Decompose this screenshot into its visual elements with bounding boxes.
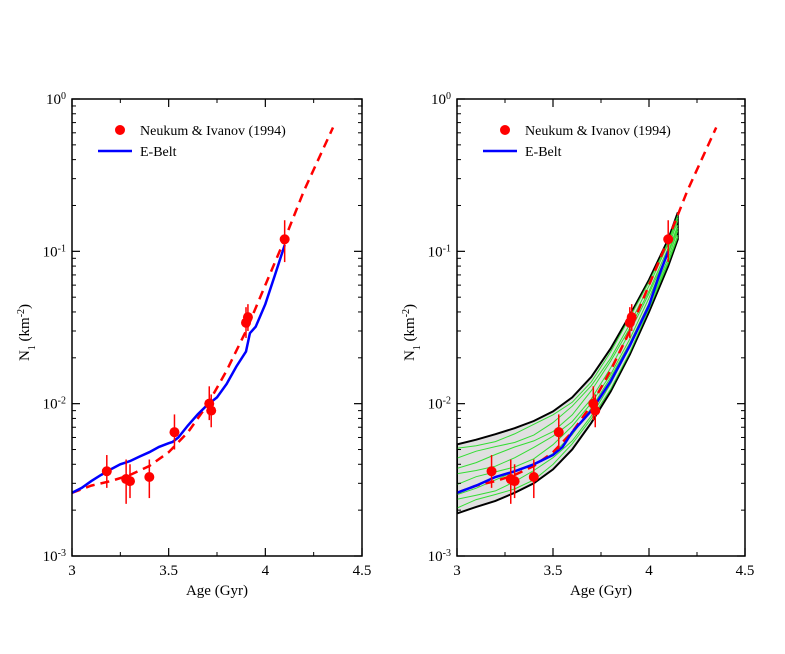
data-marker [509, 476, 520, 487]
e-belt-line [457, 250, 670, 494]
data-point [509, 464, 520, 499]
y-tick-label: 10-3 [428, 548, 451, 566]
x-tick-label: 4.5 [353, 563, 372, 579]
x-tick-label: 3 [453, 563, 461, 579]
data-point [528, 459, 539, 499]
data-point [101, 455, 112, 488]
model-curve [457, 217, 679, 459]
data-marker [626, 312, 637, 323]
left-panel: 3 3.5 4 4.5 10-3 10-2 10-1 100 Age (Gyr) N1 (km-2… [16, 91, 372, 600]
data-marker [101, 466, 112, 477]
legend: Neukum & Ivanov (1994) E-Belt [98, 124, 286, 160]
y-tick-label: 10-1 [43, 243, 66, 261]
legend-marker [500, 125, 510, 135]
data-marker [242, 312, 253, 323]
data-marker [206, 405, 217, 416]
y-axis-label: N1 (km-2) [16, 304, 38, 361]
x-tick-label: 4 [645, 563, 653, 579]
x-tick-label: 4.5 [736, 563, 755, 579]
model-curve [457, 225, 679, 475]
data-point [125, 464, 135, 499]
x-tick-label: 3.5 [544, 563, 563, 579]
x-tick-label: 3 [68, 563, 76, 579]
data-point [553, 414, 564, 450]
legend-label: E-Belt [140, 145, 177, 160]
legend-marker [115, 125, 125, 135]
axes-frame [71, 98, 363, 557]
data-marker [553, 427, 564, 438]
x-tick-label: 4 [262, 563, 270, 579]
right-panel: 3 3.5 4 4.5 10-3 10-2 10-1 100 Age (Gyr) N1 (km-2… [401, 91, 755, 600]
data-point [279, 220, 290, 263]
data-marker [663, 234, 674, 245]
plot-area [457, 126, 718, 515]
data-point [169, 414, 180, 450]
x-axis-label: Age (Gyr) [186, 583, 248, 599]
y-tick-label: 10-3 [43, 548, 66, 566]
data-marker [169, 427, 180, 438]
y-tick-label: 10-2 [43, 395, 66, 413]
data-marker [125, 476, 135, 487]
y-tick-label: 100 [46, 91, 66, 109]
data-point [206, 394, 217, 428]
neukum-fit-line [72, 126, 335, 494]
data-marker [590, 405, 601, 416]
data-marker [144, 472, 155, 483]
data-marker [486, 466, 497, 477]
legend-label: E-Belt [525, 145, 562, 160]
legend-label: Neukum & Ivanov (1994) [140, 124, 286, 139]
data-point [144, 459, 155, 499]
uncertainty-envelope [457, 212, 679, 515]
y-tick-label: 100 [431, 91, 451, 109]
data-marker [528, 472, 539, 483]
y-axis-label: N1 (km-2) [401, 304, 423, 361]
data-point [626, 304, 637, 331]
y-tick-label: 10-2 [428, 395, 451, 413]
model-curve [457, 220, 679, 469]
plot-area [72, 126, 335, 504]
x-axis-label: Age (Gyr) [570, 583, 632, 599]
y-tick-label: 10-1 [428, 243, 451, 261]
legend-label: Neukum & Ivanov (1994) [525, 124, 671, 139]
legend: Neukum & Ivanov (1994) E-Belt [483, 124, 671, 160]
e-belt-line [72, 244, 286, 494]
model-curve [457, 236, 679, 509]
data-point [486, 455, 497, 488]
data-point [590, 394, 601, 428]
data-point [242, 304, 253, 331]
x-tick-label: 3.5 [159, 563, 178, 579]
data-marker [279, 234, 290, 245]
data-point [663, 220, 674, 263]
